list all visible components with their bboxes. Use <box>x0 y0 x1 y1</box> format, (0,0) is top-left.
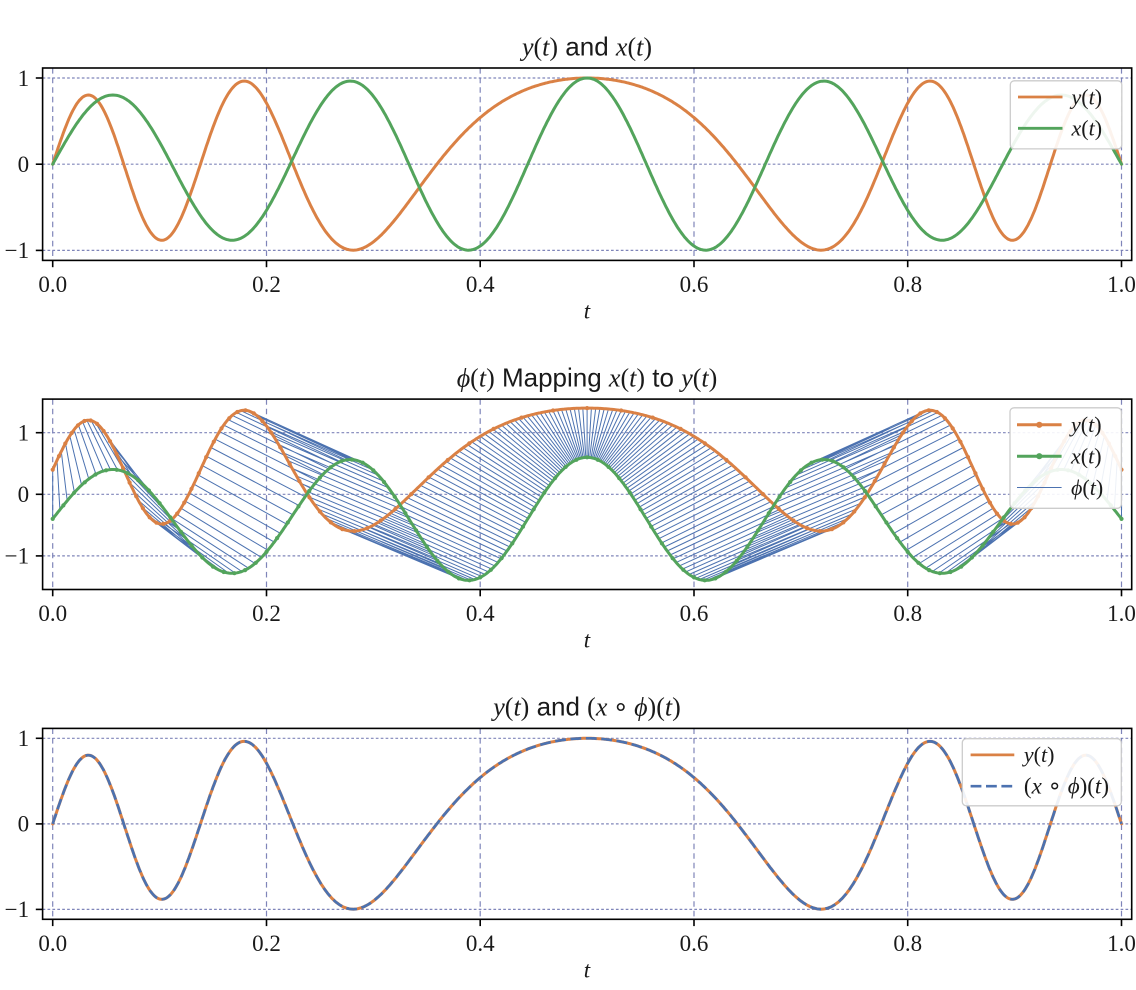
svg-text:−1: −1 <box>5 238 29 263</box>
svg-text:t: t <box>584 299 591 324</box>
svg-text:y(t) and x(t): y(t) and x(t) <box>519 31 652 61</box>
svg-text:0.8: 0.8 <box>893 931 922 956</box>
svg-text:0: 0 <box>18 482 30 507</box>
svg-text:0.6: 0.6 <box>680 272 709 297</box>
svg-text:t: t <box>584 628 591 653</box>
svg-text:−1: −1 <box>5 897 29 922</box>
svg-text:y(t): y(t) <box>1069 412 1102 437</box>
svg-text:t: t <box>584 958 591 983</box>
svg-text:1: 1 <box>18 421 30 446</box>
svg-text:1: 1 <box>18 66 30 91</box>
svg-text:0.2: 0.2 <box>252 931 281 956</box>
svg-text:1.0: 1.0 <box>1107 272 1136 297</box>
svg-text:0: 0 <box>18 812 30 837</box>
svg-text:0.0: 0.0 <box>38 931 67 956</box>
svg-text:0.6: 0.6 <box>680 931 709 956</box>
svg-text:1.0: 1.0 <box>1107 931 1136 956</box>
svg-text:0.8: 0.8 <box>893 601 922 626</box>
svg-text:0.0: 0.0 <box>38 272 67 297</box>
svg-text:0: 0 <box>18 152 30 177</box>
svg-text:1: 1 <box>18 726 30 751</box>
svg-text:0.2: 0.2 <box>252 272 281 297</box>
svg-text:1.0: 1.0 <box>1107 601 1136 626</box>
svg-text:0.4: 0.4 <box>466 931 495 956</box>
svg-text:0.8: 0.8 <box>893 272 922 297</box>
svg-text:y(t): y(t) <box>1070 84 1103 109</box>
svg-text:0.4: 0.4 <box>466 601 495 626</box>
svg-text:0.0: 0.0 <box>38 601 67 626</box>
svg-text:y(t) and (x ∘ ϕ)(t): y(t) and (x ∘ ϕ)(t) <box>490 692 681 722</box>
svg-text:0.2: 0.2 <box>252 601 281 626</box>
svg-text:x(t): x(t) <box>1071 116 1103 141</box>
svg-text:ϕ(t) Mapping x(t) to y(t): ϕ(t) Mapping x(t) to y(t) <box>457 362 718 392</box>
svg-text:ϕ(t): ϕ(t) <box>1071 475 1103 500</box>
svg-text:0.4: 0.4 <box>466 272 495 297</box>
svg-text:y(t): y(t) <box>1022 742 1055 767</box>
svg-text:x(t): x(t) <box>1070 444 1102 469</box>
svg-text:0.6: 0.6 <box>680 601 709 626</box>
svg-text:(x ∘ ϕ)(t): (x ∘ ϕ)(t) <box>1024 774 1109 799</box>
svg-text:−1: −1 <box>5 544 29 569</box>
